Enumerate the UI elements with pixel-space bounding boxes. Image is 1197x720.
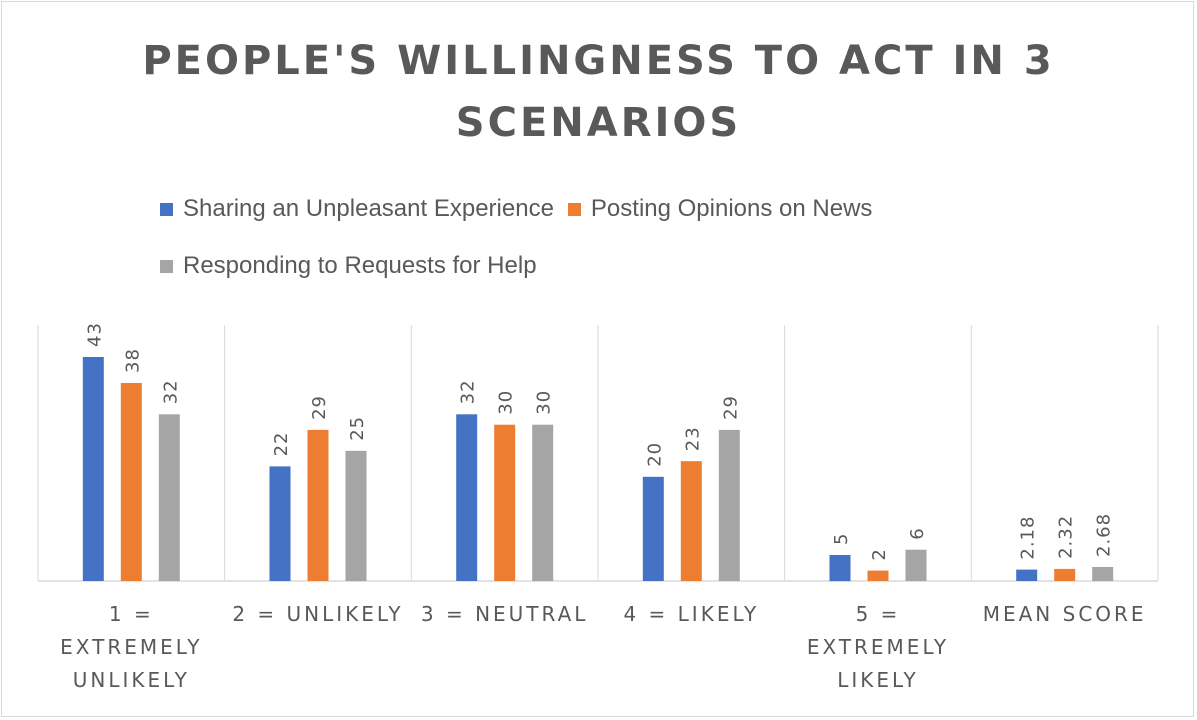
data-label: 25 xyxy=(347,416,368,441)
bar xyxy=(1016,569,1038,581)
bar xyxy=(680,461,702,581)
legend-row-2: Responding to Requests for Help xyxy=(160,251,551,281)
legend-swatch-responding xyxy=(160,259,173,273)
bar xyxy=(532,424,554,581)
legend-label-posting: Posting Opinions on News xyxy=(590,195,873,222)
bar xyxy=(345,450,367,582)
bar xyxy=(905,549,927,581)
category-label: 4 = LIKELY xyxy=(623,602,760,626)
legend-label-responding: Responding to Requests for Help xyxy=(183,252,537,279)
data-label: 32 xyxy=(458,379,479,404)
data-label: 32 xyxy=(160,379,181,404)
data-label: 30 xyxy=(534,390,555,415)
bar xyxy=(269,466,291,581)
category-label: 1 = EXTREMELY UNLIKELY xyxy=(60,602,203,692)
chart-title: PEOPLE'S WILLINGNESS TO ACT IN 3 SCENARI… xyxy=(0,30,1197,154)
data-label: 43 xyxy=(84,322,105,347)
legend-item-responding: Responding to Requests for Help xyxy=(160,252,537,280)
data-label: 2 xyxy=(869,548,890,560)
bar xyxy=(456,414,478,581)
bar xyxy=(494,424,516,581)
legend-item-sharing: Sharing an Unpleasant Experience xyxy=(160,195,554,223)
data-label: 2.32 xyxy=(1056,515,1077,559)
data-label: 2.68 xyxy=(1094,513,1115,557)
bar xyxy=(82,357,104,581)
legend-row-1: Sharing an Unpleasant Experience Posting… xyxy=(160,194,886,224)
legend-label-sharing: Sharing an Unpleasant Experience xyxy=(183,195,554,222)
bar xyxy=(120,383,142,581)
category-label: 5 = EXTREMELY LIKELY xyxy=(806,602,950,692)
bar xyxy=(718,429,740,581)
data-label: 30 xyxy=(496,390,517,415)
data-label: 22 xyxy=(271,431,292,456)
data-label: 38 xyxy=(122,348,143,373)
data-label: 6 xyxy=(907,527,928,539)
legend-swatch-posting xyxy=(567,202,581,216)
category-label: 2 = UNLIKELY xyxy=(232,602,404,626)
data-label: 29 xyxy=(720,395,741,420)
data-label: 2.18 xyxy=(1018,516,1039,560)
data-label: 29 xyxy=(309,395,330,420)
bar xyxy=(867,570,889,581)
legend-swatch-sharing xyxy=(160,202,173,216)
data-label: 5 xyxy=(831,533,852,545)
category-label: MEAN SCORE xyxy=(982,602,1147,626)
bar xyxy=(642,476,664,581)
bar xyxy=(158,414,180,581)
bar xyxy=(1054,568,1076,581)
bar xyxy=(829,555,851,582)
title-line-1: PEOPLE'S WILLINGNESS TO ACT IN 3 xyxy=(142,38,1055,84)
legend-item-posting: Posting Opinions on News xyxy=(567,195,873,223)
bar xyxy=(307,429,329,581)
category-label: 3 = NEUTRAL xyxy=(420,602,589,626)
data-label: 20 xyxy=(644,442,665,467)
title-line-2: SCENARIOS xyxy=(455,100,742,146)
data-label: 23 xyxy=(682,426,703,451)
bar xyxy=(1092,567,1114,581)
